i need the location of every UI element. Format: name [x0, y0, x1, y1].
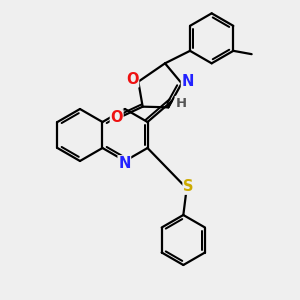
Text: H: H [175, 97, 186, 110]
Text: O: O [126, 72, 139, 87]
Text: O: O [110, 110, 123, 125]
Text: N: N [182, 74, 194, 89]
Text: S: S [183, 179, 194, 194]
Text: N: N [118, 156, 130, 171]
